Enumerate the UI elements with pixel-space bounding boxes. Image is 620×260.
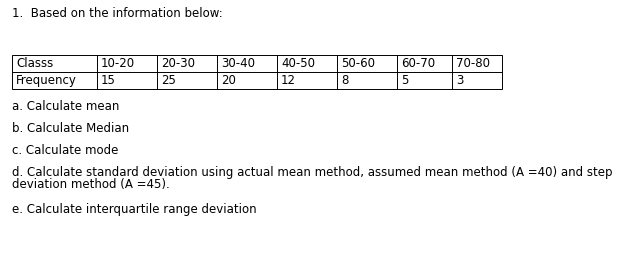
Text: 1.  Based on the information below:: 1. Based on the information below:: [12, 7, 223, 20]
Text: 3: 3: [456, 74, 463, 87]
Text: 25: 25: [161, 74, 176, 87]
Text: a. Calculate mean: a. Calculate mean: [12, 100, 120, 113]
Text: Classs: Classs: [16, 57, 53, 70]
Text: d. Calculate standard deviation using actual mean method, assumed mean method (A: d. Calculate standard deviation using ac…: [12, 166, 613, 179]
Text: 50-60: 50-60: [341, 57, 375, 70]
Text: 12: 12: [281, 74, 296, 87]
Text: Frequency: Frequency: [16, 74, 77, 87]
Text: e. Calculate interquartile range deviation: e. Calculate interquartile range deviati…: [12, 203, 257, 216]
Text: 40-50: 40-50: [281, 57, 315, 70]
Text: 20: 20: [221, 74, 236, 87]
Bar: [12, 55, 502, 89]
Text: c. Calculate mode: c. Calculate mode: [12, 144, 118, 157]
Text: 30-40: 30-40: [221, 57, 255, 70]
Text: 20-30: 20-30: [161, 57, 195, 70]
Text: 15: 15: [101, 74, 116, 87]
Text: 8: 8: [341, 74, 348, 87]
Text: b. Calculate Median: b. Calculate Median: [12, 122, 129, 135]
Text: 70-80: 70-80: [456, 57, 490, 70]
Text: 60-70: 60-70: [401, 57, 435, 70]
Text: 5: 5: [401, 74, 409, 87]
Text: 10-20: 10-20: [101, 57, 135, 70]
Text: deviation method (A =45).: deviation method (A =45).: [12, 178, 170, 191]
